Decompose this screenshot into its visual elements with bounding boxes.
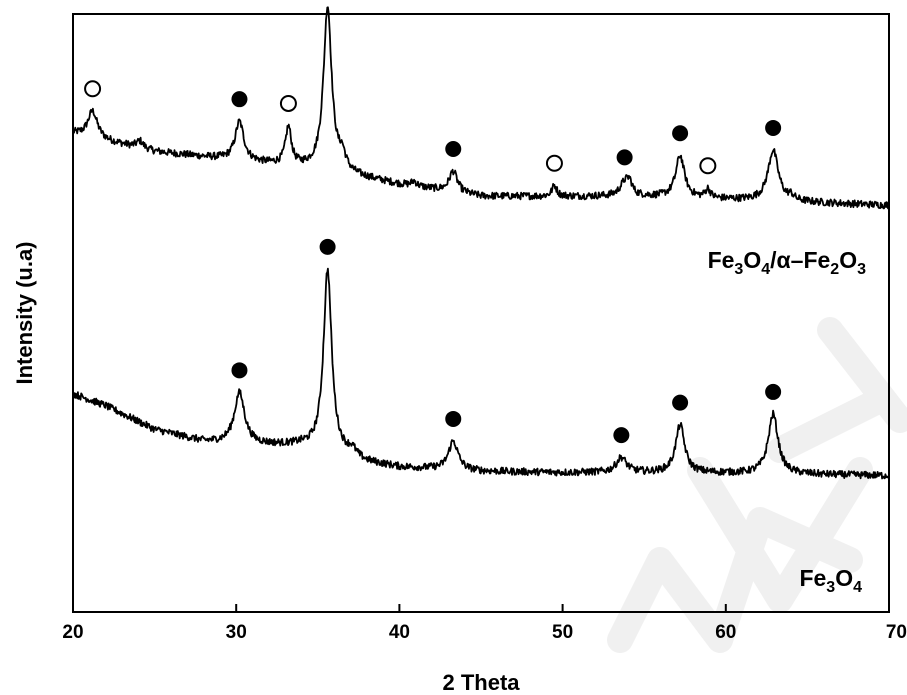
- x-tick-label: 60: [715, 622, 736, 643]
- x-tick-label: 40: [389, 622, 410, 643]
- filled-circle-marker: [613, 427, 630, 444]
- filled-circle-marker: [616, 149, 633, 166]
- x-tick-label: 20: [62, 622, 83, 643]
- filled-circle-marker: [765, 119, 782, 136]
- series-label-fe3o4: Fe3O4: [799, 565, 862, 596]
- filled-circle-marker: [231, 362, 248, 379]
- filled-circle-marker: [672, 125, 689, 142]
- x-tick-label: 50: [552, 622, 573, 643]
- series-line-0: [72, 6, 890, 210]
- y-axis-title: Intensity (u.a): [12, 241, 37, 384]
- plot-lines: [72, 6, 890, 480]
- watermark: [607, 317, 907, 653]
- filled-circle-marker: [672, 394, 689, 411]
- filled-circle-marker: [765, 383, 782, 400]
- open-circle-marker: [545, 154, 563, 172]
- open-circle-marker: [699, 157, 717, 175]
- open-circle-marker: [279, 94, 297, 112]
- x-tick-label: 30: [226, 622, 247, 643]
- plot-frame: [72, 13, 890, 613]
- open-circle-marker: [84, 80, 102, 98]
- x-axis-ticks: 20 30 40 50 60 70: [62, 604, 907, 643]
- filled-circle-marker: [319, 238, 336, 255]
- x-tick-label: 70: [886, 622, 907, 643]
- filled-circle-marker: [445, 410, 462, 427]
- filled-circle-marker: [445, 140, 462, 157]
- filled-circle-marker: [231, 91, 248, 108]
- peak-markers: [84, 80, 782, 444]
- series-label-fe3o4-alpha-fe2o3: Fe3O4/α–Fe2O3: [708, 247, 867, 278]
- series-line-1: [72, 267, 890, 480]
- x-axis-title: 2 Theta: [442, 670, 520, 695]
